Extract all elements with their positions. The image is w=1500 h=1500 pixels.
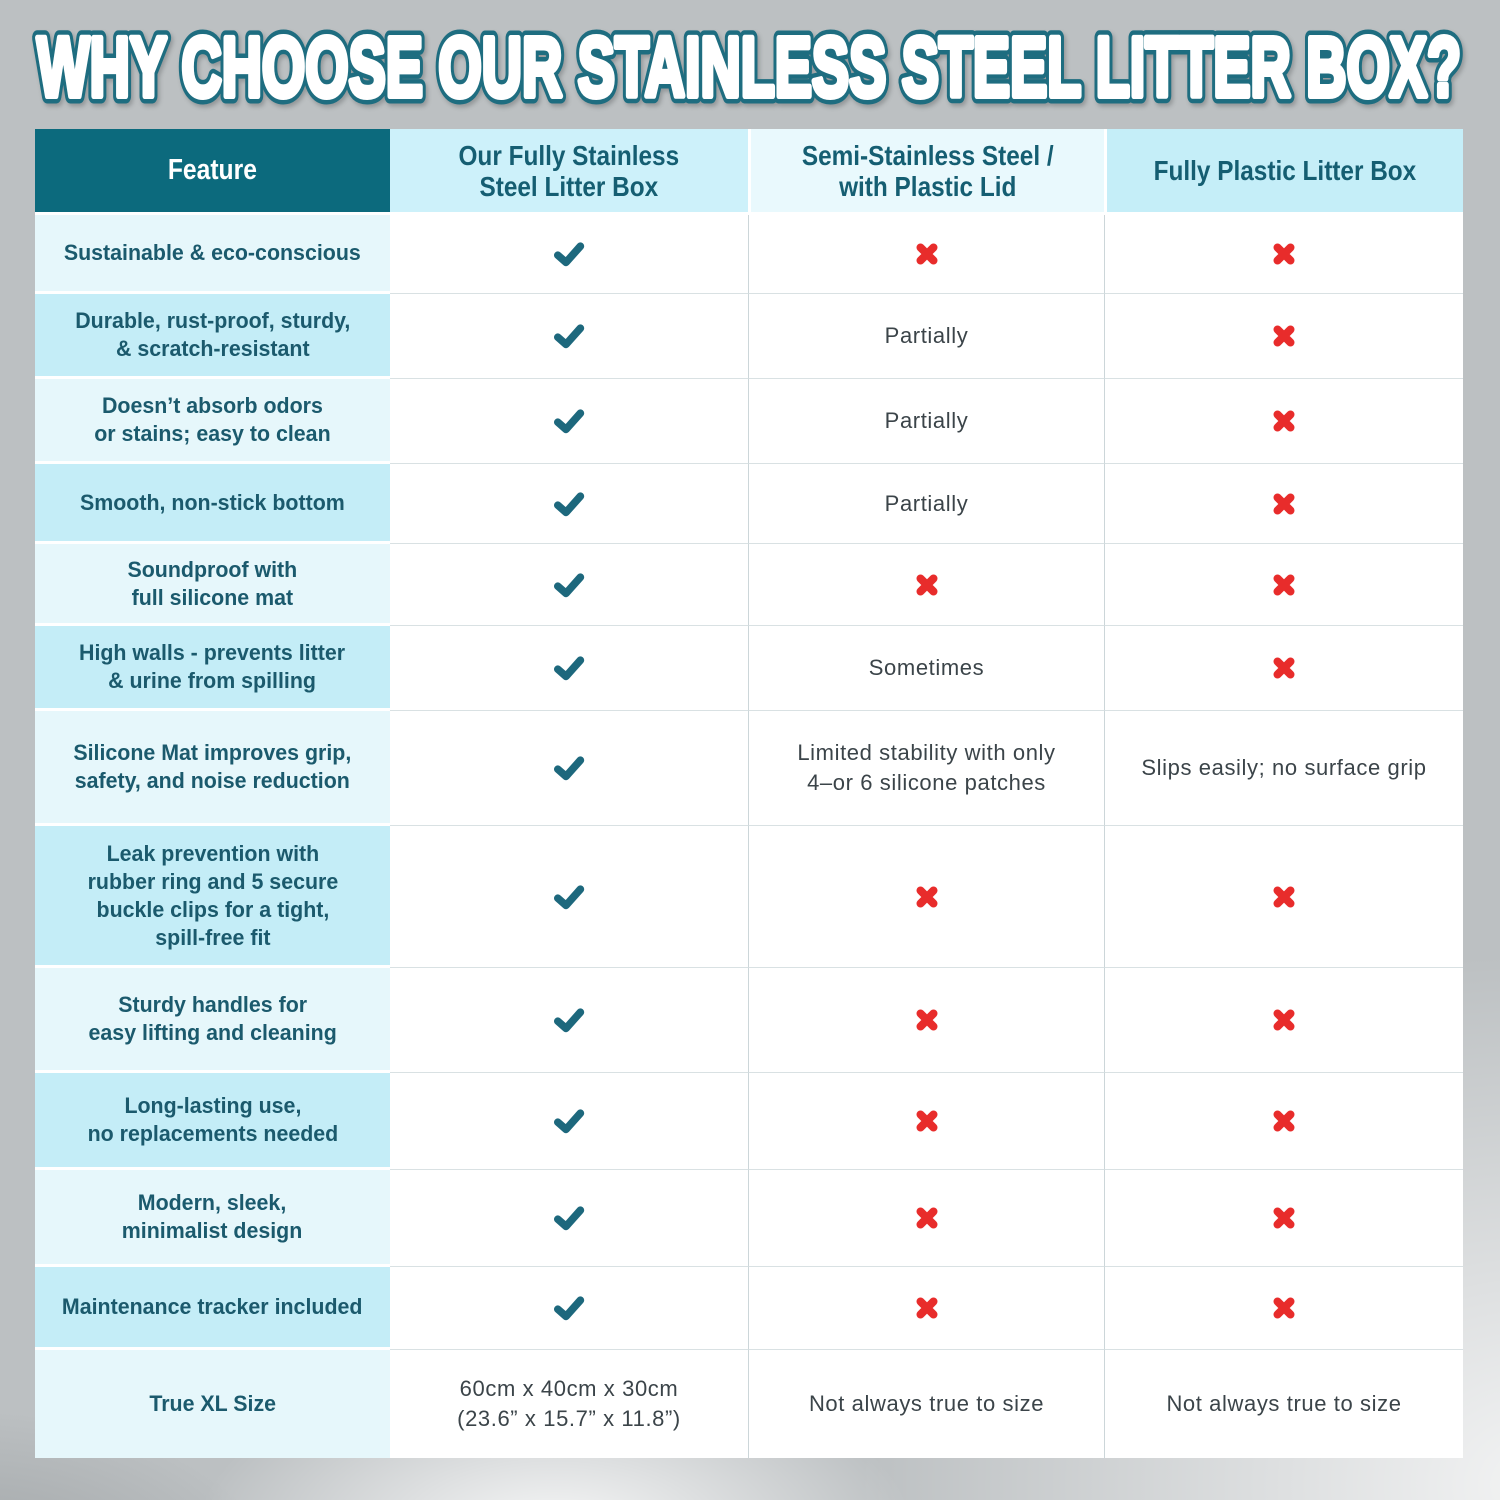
svg-text:WHY CHOOSE OUR STAINLESS STEEL: WHY CHOOSE OUR STAINLESS STEEL LITTER BO… — [37, 20, 1461, 114]
svg-text:WHY CHOOSE OUR STAINLESS STEEL: WHY CHOOSE OUR STAINLESS STEEL LITTER BO… — [37, 20, 1461, 114]
